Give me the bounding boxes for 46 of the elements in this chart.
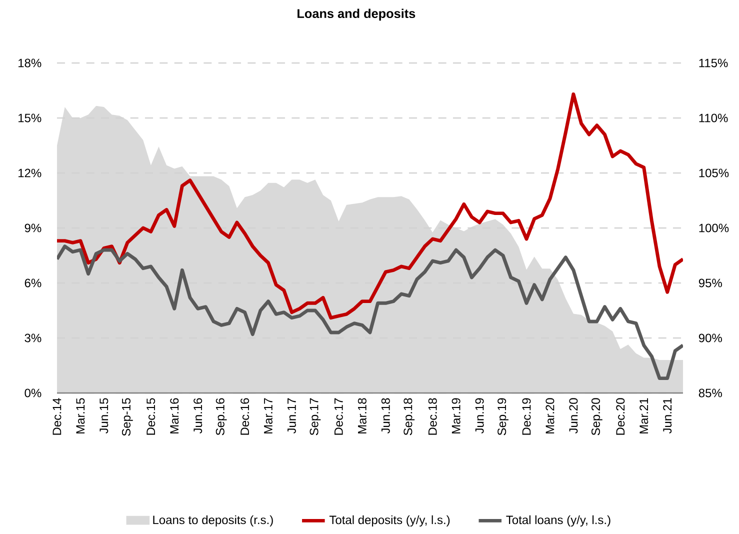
x-tick-label: Dec.18 (428, 398, 437, 435)
x-tick-label: Mar.15 (76, 398, 85, 434)
x-tick-label: Dec.20 (616, 398, 625, 435)
y2-tick-label: 85% (698, 388, 722, 398)
x-tick-label: Mar.21 (640, 398, 648, 434)
y2-tick-label: 90% (698, 334, 722, 342)
x-tick-label: Mar.20 (546, 398, 554, 434)
legend-label: Loans to deposits (r.s.) (153, 515, 273, 527)
x-tick-label: Dec.14 (52, 398, 62, 435)
x-tick-label: Jun.15 (100, 398, 108, 434)
y2-tick-label: 100% (699, 224, 729, 232)
x-tick-label: Jun.19 (475, 398, 484, 434)
y2-tick-label: 110% (699, 114, 728, 122)
legend-label: Total loans (y/y, l.s.) (506, 515, 610, 527)
y2-tick-label: 105% (699, 168, 729, 178)
legend-label: Total deposits (y/y, l.s.) (329, 515, 450, 527)
x-tick-label: Dec.19 (522, 398, 531, 435)
x-tick-label: Mar.16 (170, 398, 179, 434)
y-tick-label: 12% (18, 168, 42, 178)
x-tick-label: Mar.19 (452, 398, 460, 434)
x-tick-label: Jun.18 (381, 398, 390, 434)
x-tick-label: Sep.18 (404, 398, 415, 436)
x-tick-label: Jun.16 (194, 398, 202, 434)
x-tick-label: Jun.20 (569, 398, 578, 434)
y-tick-label: 6% (24, 278, 42, 288)
x-tick-label: Sep.16 (216, 398, 227, 436)
x-tick-label: Dec.17 (334, 398, 343, 435)
y-tick-label: 9% (24, 224, 42, 232)
x-tick-label: Sep.20 (591, 398, 602, 436)
chart-title: Loans and deposits (298, 8, 416, 21)
x-tick-label: Mar.18 (358, 398, 366, 434)
y-tick-label: 0% (24, 388, 42, 398)
y-tick-label: 15% (18, 114, 42, 122)
y-tick-label: 3% (24, 334, 42, 342)
y2-tick-label: 115% (699, 58, 728, 68)
x-tick-label: Dec.15 (146, 398, 156, 435)
x-tick-label: Sep.17 (310, 398, 321, 436)
line-series (57, 244, 683, 380)
x-tick-label: Mar.17 (264, 398, 272, 434)
x-tick-label: Jun.21 (663, 398, 672, 434)
x-tick-label: Jun.17 (288, 398, 296, 434)
x-tick-label: Sep.19 (498, 398, 508, 436)
x-tick-label: Sep-15 (122, 398, 133, 436)
x-tick-label: Dec.16 (240, 398, 250, 435)
y-tick-label: 18% (18, 58, 42, 68)
y2-tick-label: 95% (698, 278, 722, 288)
